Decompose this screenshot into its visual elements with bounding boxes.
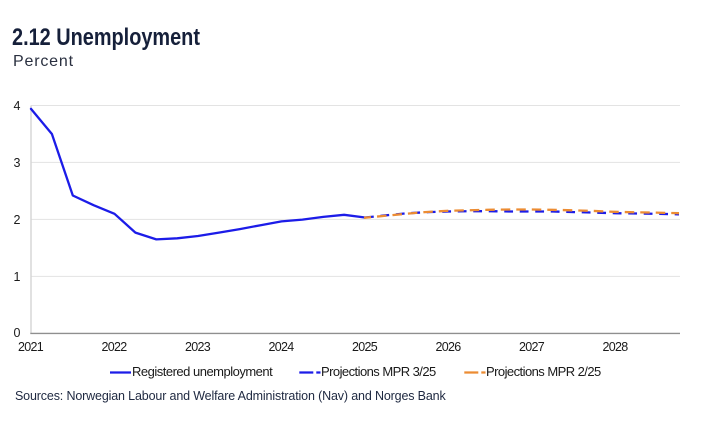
svg-text:0: 0 — [14, 326, 21, 340]
svg-text:3: 3 — [14, 156, 21, 170]
svg-text:2023: 2023 — [185, 340, 211, 354]
svg-text:Projections MPR 3/25: Projections MPR 3/25 — [321, 364, 436, 379]
svg-text:2024: 2024 — [268, 340, 294, 354]
svg-text:2025: 2025 — [352, 340, 378, 354]
svg-text:4: 4 — [14, 99, 21, 113]
svg-text:2022: 2022 — [101, 340, 127, 354]
svg-text:2: 2 — [14, 213, 21, 227]
svg-text:2028: 2028 — [602, 340, 628, 354]
svg-text:Registered unemployment: Registered unemployment — [132, 364, 273, 379]
svg-text:1: 1 — [14, 270, 21, 284]
svg-text:Projections MPR 2/25: Projections MPR 2/25 — [486, 364, 601, 379]
svg-text:2026: 2026 — [435, 340, 461, 354]
svg-text:2021: 2021 — [18, 340, 44, 354]
svg-text:2027: 2027 — [519, 340, 545, 354]
